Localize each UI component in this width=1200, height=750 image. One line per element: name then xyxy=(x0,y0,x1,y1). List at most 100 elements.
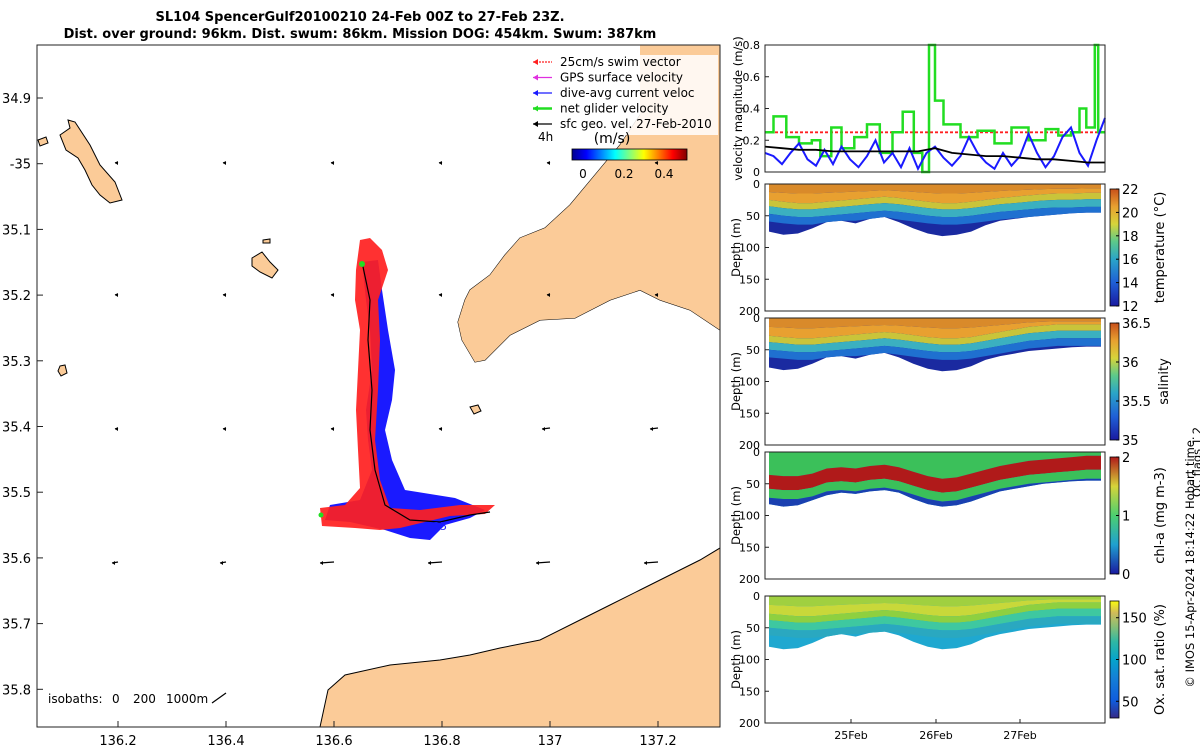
geo-arrow xyxy=(438,161,443,165)
depth-tick-label: 150 xyxy=(739,407,760,420)
map-y-tick-label: 35.3 xyxy=(2,355,31,370)
map-x-axis: 136.2 136.4 136.6 136.8 137 137.2 xyxy=(99,721,677,749)
velocity-y-tick-label: 0.4 xyxy=(743,103,761,116)
profile-chl-max-layer xyxy=(769,455,1101,493)
colorbar-label: temperature (°C) xyxy=(1153,192,1168,304)
depth-tick-label: 200 xyxy=(739,439,760,452)
geo-arrow xyxy=(535,561,551,565)
profile-thermocline-layer xyxy=(769,602,1101,623)
date-tick-label: 27Feb xyxy=(1003,729,1036,742)
geo-arrow xyxy=(319,561,335,565)
legend-item: sfc geo. vel. 27-Feb-2010 xyxy=(533,117,712,131)
net-track-line xyxy=(361,261,491,523)
isobath-1000: 1000m xyxy=(166,692,208,706)
map-x-tick-label: 136.2 xyxy=(99,734,136,749)
legend-item: net glider velocity xyxy=(533,102,668,116)
map-y-tick-label: 35.4 xyxy=(2,421,31,436)
colorbar-tick-label: 18 xyxy=(1122,230,1139,245)
depth-tick-label: 100 xyxy=(739,510,760,523)
geo-arrow xyxy=(222,293,227,297)
profile-surface-layer xyxy=(769,452,1101,479)
geo-arrow xyxy=(643,561,659,565)
geo-arrow xyxy=(649,427,659,431)
profile-surface-layer xyxy=(769,318,1101,329)
colorbar-tick-label: 12 xyxy=(1122,300,1139,315)
date-tick-label: 25Feb xyxy=(834,729,867,742)
map-legend: 25cm/s swim vector GPS surface velocitydi… xyxy=(528,55,718,144)
depth-tick-label: 50 xyxy=(746,344,760,357)
map-y-tick-label: 35.8 xyxy=(2,683,31,698)
profile-thermocline-layer xyxy=(769,324,1101,345)
geo-arrow xyxy=(330,293,335,297)
legend-item-label: dive-avg current veloc xyxy=(560,86,695,100)
geo-arrow xyxy=(546,161,551,165)
map-x-tick-label: 137 xyxy=(538,734,563,749)
geo-arrow xyxy=(111,561,119,565)
map-y-axis: 34.9 -35 35.1 35.2 35.3 35.4 35.5 35.6 35.7 35.8 xyxy=(2,92,43,698)
velocity-y-label: velocity magnitude (m/s) xyxy=(731,36,745,181)
map-x-tick-label: 136.6 xyxy=(315,734,352,749)
colorbar-label: Ox. sat. ratio (%) xyxy=(1153,604,1168,715)
velocity-series-line xyxy=(765,43,1105,174)
legend-item-label: net glider velocity xyxy=(560,102,668,116)
depth-tick-label: 0 xyxy=(753,446,760,459)
geo-velocity-arrows xyxy=(111,161,659,565)
profile-thermocline-layer xyxy=(769,192,1101,210)
profile-bottom-layer xyxy=(769,478,1101,507)
profile-colorbar xyxy=(1109,188,1120,307)
map-panel: 136.2 136.4 136.6 136.8 137 137.2 34.9 -35 35.1… xyxy=(2,44,721,749)
geo-arrow xyxy=(654,293,659,297)
geo-arrow xyxy=(114,427,119,431)
profile-lower-layer xyxy=(769,338,1101,360)
geo-arrow xyxy=(114,293,119,297)
legend-item: dive-avg current veloc xyxy=(533,86,695,100)
swim-vectors-band xyxy=(320,238,495,530)
geo-arrow xyxy=(438,293,443,297)
geo-arrow xyxy=(654,161,659,165)
depth-tick-label: 0 xyxy=(753,178,760,191)
profile-sub-layer xyxy=(769,469,1101,502)
colorbar-tick-label: 1 xyxy=(1122,510,1130,525)
map-y-tick-label: 35.2 xyxy=(2,289,31,304)
colorbar-tick-label: 100 xyxy=(1122,654,1147,669)
profile-upper-layer xyxy=(769,321,1101,339)
colorbar-label: salinity xyxy=(1157,358,1172,405)
map-y-tick-label: 35.1 xyxy=(2,223,31,238)
depth-tick-label: 150 xyxy=(739,685,760,698)
geo-arrow xyxy=(222,427,227,431)
colorbar-tick-label: 36.5 xyxy=(1122,317,1151,332)
title-line-1: SL104 SpencerGulf20100210 24-Feb 00Z to … xyxy=(155,10,565,25)
depth-axis-label: Depth (m) xyxy=(729,218,743,277)
profile-mid-layer xyxy=(769,199,1101,217)
map-y-tick-label: 35.5 xyxy=(2,486,31,501)
map-colorbar: (m/s) 0 0.2 0.4 xyxy=(571,131,688,181)
profile-mid-layer xyxy=(769,330,1101,353)
geo-arrow xyxy=(222,161,227,165)
velocity-y-tick-label: 0.8 xyxy=(743,39,761,52)
depth-tick-label: 200 xyxy=(739,573,760,586)
geo-arrow xyxy=(330,427,335,431)
geo-arrow xyxy=(427,561,443,565)
velocity-series-line xyxy=(764,117,1106,172)
colorbar-tick-label: 2 xyxy=(1122,451,1130,466)
depth-axis-label: Depth (m) xyxy=(729,630,743,689)
profile-panel: 0 50 100 150 200 Depth (m) 0 1 2 chl-a (mg m-3) xyxy=(729,446,1168,586)
map-y-tick-label: 35.6 xyxy=(2,552,31,567)
geo-arrow xyxy=(219,561,227,565)
colorbar-tick-label: 35.5 xyxy=(1122,395,1151,410)
legend-item-label: sfc geo. vel. 27-Feb-2010 xyxy=(560,117,712,131)
depth-tick-label: 100 xyxy=(739,376,760,389)
colorbar-label: chl-a (mg m-3) xyxy=(1153,467,1168,564)
depth-tick-label: 100 xyxy=(739,242,760,255)
colorbar-tick-1: 0.2 xyxy=(614,167,633,181)
profile-upper-layer xyxy=(769,188,1101,204)
geo-arrow xyxy=(438,427,443,431)
geo-arrow xyxy=(330,161,335,165)
contour-label: 25 xyxy=(433,520,447,533)
depth-tick-label: 0 xyxy=(753,590,760,603)
colorbar-tick-label: 50 xyxy=(1122,695,1139,710)
glider-track xyxy=(318,238,495,540)
